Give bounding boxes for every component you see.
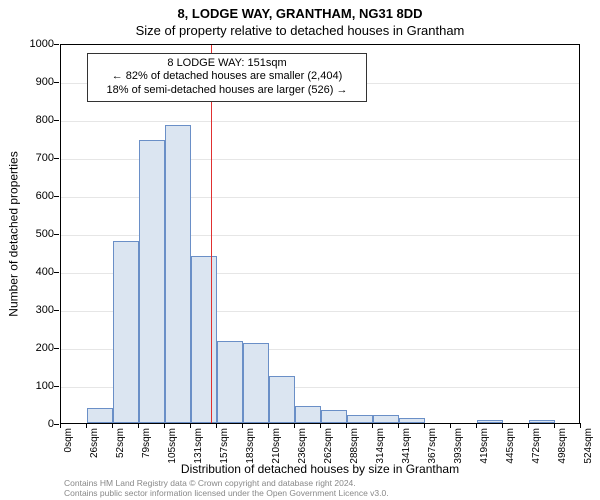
x-tick-label: 210sqm: [271, 428, 282, 464]
x-tick-label: 79sqm: [141, 428, 152, 458]
histogram-bar: [529, 420, 555, 423]
x-tick-label: 52sqm: [115, 428, 126, 458]
y-tick-label: 500: [36, 228, 54, 240]
histogram-bar: [399, 418, 425, 423]
chart-plot-area: 8 LODGE WAY: 151sqm← 82% of detached hou…: [60, 44, 580, 424]
x-tick-label: 236sqm: [297, 428, 308, 464]
histogram-bar: [321, 410, 347, 423]
histogram-bar: [87, 408, 113, 423]
x-tick-label: 0sqm: [63, 428, 74, 452]
histogram-bar: [347, 415, 373, 423]
y-tick-label: 700: [36, 152, 54, 164]
x-axis-label: Distribution of detached houses by size …: [60, 462, 580, 476]
x-tick-label: 472sqm: [531, 428, 542, 464]
histogram-bar: [269, 376, 295, 424]
x-tick-label: 262sqm: [323, 428, 334, 464]
histogram-bar: [191, 256, 217, 423]
x-tick-label: 314sqm: [375, 428, 386, 464]
histogram-bar: [373, 415, 399, 423]
histogram-bar: [113, 241, 139, 423]
x-tick-label: 341sqm: [401, 428, 412, 464]
x-tick-label: 131sqm: [193, 428, 204, 464]
footer-line2: Contains public sector information licen…: [64, 488, 389, 498]
y-tick-label: 200: [36, 342, 54, 354]
footer-line1: Contains HM Land Registry data © Crown c…: [64, 478, 389, 488]
annotation-line: 8 LODGE WAY: 151sqm: [94, 57, 360, 71]
x-tick-label: 183sqm: [245, 428, 256, 464]
annotation-line: ← 82% of detached houses are smaller (2,…: [94, 70, 360, 84]
y-tick-label: 800: [36, 114, 54, 126]
x-tick-label: 445sqm: [505, 428, 516, 464]
x-tick-label: 105sqm: [167, 428, 178, 464]
x-tick-label: 367sqm: [427, 428, 438, 464]
y-ticks: 01002003004005006007008009001000: [20, 44, 58, 424]
y-tick-label: 900: [36, 76, 54, 88]
annotation-line: 18% of semi-detached houses are larger (…: [94, 84, 360, 98]
y-tick-label: 600: [36, 190, 54, 202]
y-axis-label-text: Number of detached properties: [7, 151, 21, 316]
y-tick-label: 1000: [30, 38, 54, 50]
x-tick-label: 498sqm: [557, 428, 568, 464]
x-tick-label: 419sqm: [479, 428, 490, 464]
x-tick-label: 393sqm: [453, 428, 464, 464]
histogram-bar: [295, 406, 321, 423]
footer: Contains HM Land Registry data © Crown c…: [64, 478, 389, 498]
x-tick-label: 524sqm: [583, 428, 594, 464]
histogram-bar: [165, 125, 191, 423]
y-tick-label: 400: [36, 266, 54, 278]
x-tick-label: 288sqm: [349, 428, 360, 464]
annotation-box: 8 LODGE WAY: 151sqm← 82% of detached hou…: [87, 53, 367, 102]
histogram-bar: [139, 140, 165, 423]
x-tick-label: 26sqm: [89, 428, 100, 458]
histogram-bar: [217, 341, 243, 423]
title-sub: Size of property relative to detached ho…: [0, 21, 600, 42]
histogram-bar: [477, 420, 503, 423]
y-tick-label: 100: [36, 380, 54, 392]
title-main: 8, LODGE WAY, GRANTHAM, NG31 8DD: [0, 0, 600, 21]
y-tick-label: 300: [36, 304, 54, 316]
histogram-bar: [243, 343, 269, 423]
x-tick-label: 157sqm: [219, 428, 230, 464]
